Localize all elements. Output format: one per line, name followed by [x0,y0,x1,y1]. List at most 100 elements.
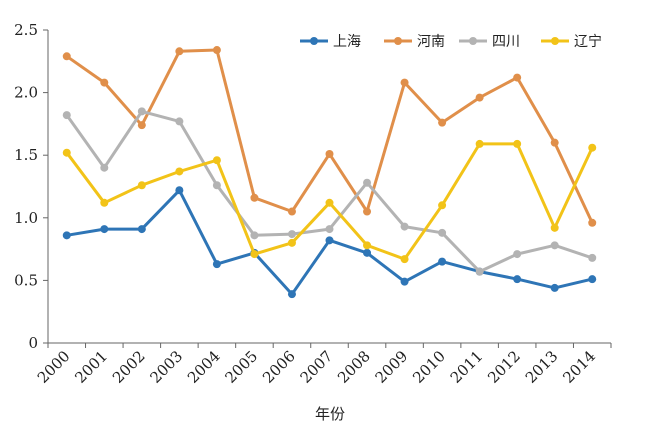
x-tick-label: 2004 [184,347,224,387]
data-point [212,181,221,190]
data-point [588,218,597,227]
legend-label: 上海 [333,34,361,50]
data-point [513,139,522,148]
data-point [175,117,184,126]
data-point [438,228,447,237]
series-四川 [62,107,597,276]
data-point [550,283,559,292]
legend-swatch-marker [469,37,477,45]
data-point [175,47,184,56]
x-tick-label: 2007 [297,347,337,387]
data-point [363,178,372,187]
x-tick-label: 2000 [34,347,74,387]
series-辽宁 [62,139,597,264]
legend-item: 河南 [384,34,445,50]
data-point [325,198,334,207]
data-point [287,238,296,247]
data-point [438,201,447,210]
y-tick-label: 1.0 [14,209,38,227]
data-point [212,46,221,55]
data-point [363,248,372,257]
data-point [62,52,71,61]
data-point [513,73,522,82]
data-point [400,277,409,286]
legend-label: 河南 [417,34,445,50]
y-tick-label: 1.5 [14,146,38,164]
x-tick-label: 2006 [259,347,299,387]
data-point [287,290,296,299]
data-point [550,223,559,232]
data-point [100,78,109,87]
data-point [100,198,109,207]
data-point [513,275,522,284]
data-point [212,156,221,165]
x-tick-label: 2001 [71,347,111,387]
x-tick-label: 2002 [109,347,149,387]
data-point [438,257,447,266]
series-layer [62,46,597,299]
legend-item: 上海 [300,34,361,50]
data-point [400,222,409,231]
data-point [100,225,109,234]
data-point [513,250,522,259]
x-axis-title: 年份 [315,405,345,423]
data-point [400,255,409,264]
data-point [62,148,71,157]
x-tick-label: 2011 [447,347,487,387]
x-tick-label: 2008 [334,347,374,387]
data-point [588,143,597,152]
data-point [363,207,372,216]
y-tick-label: 0.5 [14,271,38,289]
series-line [65,109,594,274]
data-point [287,207,296,216]
data-point [250,193,259,202]
data-point [325,225,334,234]
x-tick-labels: 2000200120022003200420052006200720082009… [34,343,612,387]
data-point [588,275,597,284]
x-tick-label: 2012 [484,347,524,387]
data-point [212,260,221,269]
data-point [550,138,559,147]
legend-label: 四川 [492,34,520,50]
data-point [62,231,71,240]
data-point [287,230,296,239]
data-point [175,167,184,176]
data-point [137,107,146,116]
legend-item: 辽宁 [541,33,602,50]
y-tick-labels: 0 0.5 1.0 1.5 2.0 2.5 [14,21,48,352]
data-point [100,163,109,172]
data-point [62,111,71,120]
legend: 上海 河南 四川 辽宁 [300,33,602,50]
series-河南 [62,46,597,227]
data-point [475,267,484,276]
x-tick-label: 2014 [559,347,599,387]
x-tick-label: 2003 [146,347,186,387]
axes [47,30,611,344]
legend-item: 四川 [459,34,520,50]
legend-swatch-marker [394,37,402,45]
data-point [250,250,259,259]
data-point [475,93,484,102]
data-point [250,231,259,240]
x-tick-label: 2010 [409,347,449,387]
data-point [475,139,484,148]
data-point [175,186,184,195]
y-tick-label: 2.0 [14,84,38,102]
legend-label: 辽宁 [574,33,602,50]
x-tick-label: 2013 [522,347,562,387]
data-point [325,149,334,158]
data-point [438,118,447,127]
y-tick-label: 0 [28,334,38,352]
data-point [363,241,372,250]
x-tick-label: 2009 [372,347,412,387]
data-point [137,121,146,130]
data-point [588,253,597,262]
legend-swatch-marker [310,37,318,45]
data-point [400,78,409,87]
x-tick-label: 2005 [222,347,262,387]
series-line [65,48,594,225]
data-point [325,236,334,245]
data-point [137,225,146,234]
y-tick-label: 2.5 [14,21,38,39]
